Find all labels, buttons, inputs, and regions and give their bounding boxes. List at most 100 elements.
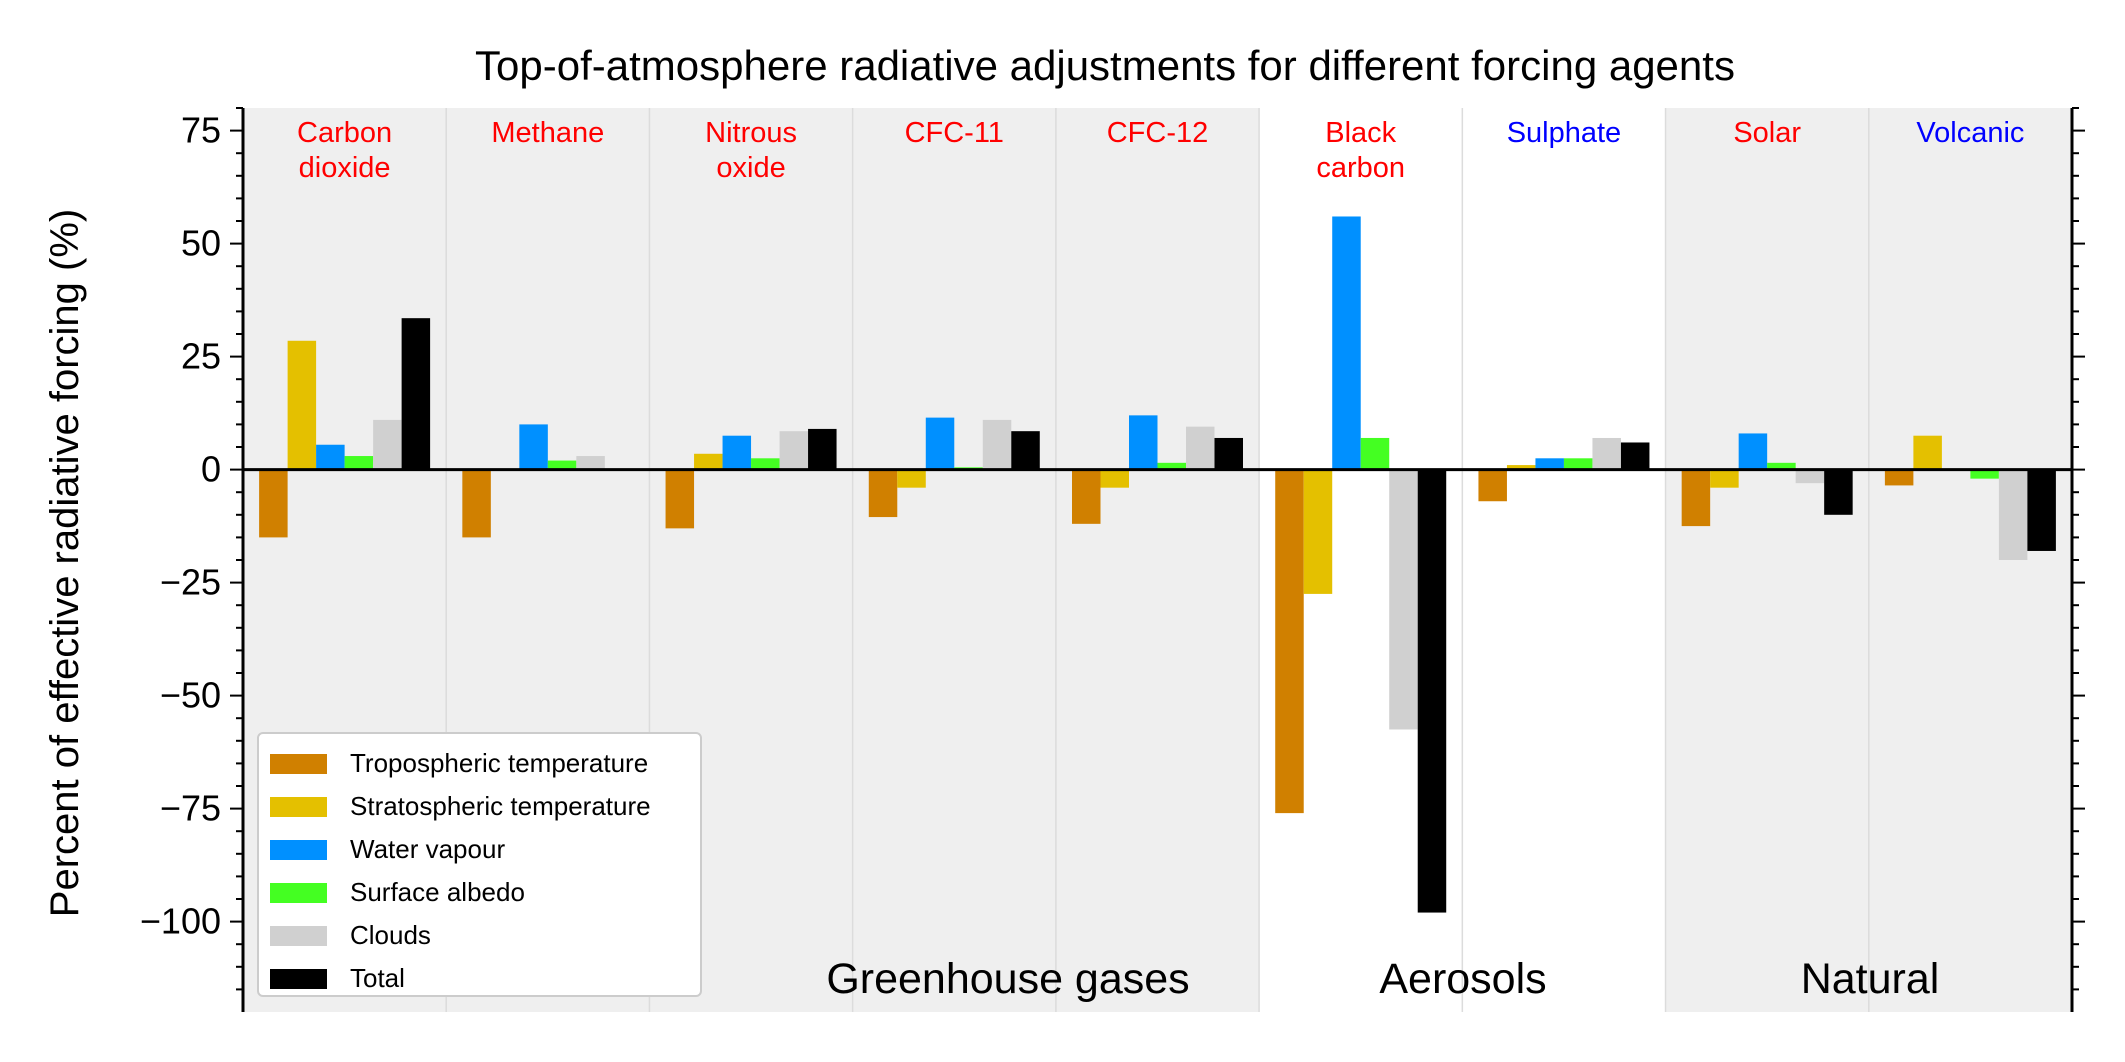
- bar-surface-albedo: [547, 460, 577, 470]
- bar-total: [1620, 442, 1650, 470]
- bar-surface-albedo: [1157, 462, 1186, 470]
- bar-surface-albedo: [1970, 469, 1999, 479]
- y-tick-label: −75: [160, 788, 221, 829]
- bar-water-vapour: [1332, 216, 1361, 470]
- bar-tropospheric-temperature: [1478, 469, 1507, 502]
- legend-entry: Tropospheric temperature: [350, 748, 648, 778]
- agent-label-line: carbon: [1316, 152, 1405, 184]
- agent-label: CFC-12: [1107, 117, 1209, 149]
- agent-label: Carbon dioxide: [297, 117, 392, 184]
- bar-water-vapour: [925, 417, 955, 470]
- bar-water-vapour: [1535, 458, 1564, 470]
- agent-label-line: oxide: [716, 152, 785, 184]
- bar-total: [1417, 469, 1447, 913]
- legend-entry: Stratospheric temperature: [350, 791, 651, 821]
- legend-swatch: [270, 883, 327, 903]
- bar-surface-albedo: [1767, 462, 1796, 470]
- bar-stratospheric-temperature: [1710, 469, 1739, 488]
- group-labels: Greenhouse gases Aerosols Natural: [826, 955, 1939, 1003]
- bar-stratospheric-temperature: [897, 469, 926, 488]
- bar-water-vapour: [722, 435, 752, 470]
- bar-tropospheric-temperature: [1884, 469, 1914, 486]
- bar-clouds: [576, 456, 605, 470]
- bar-clouds: [1186, 426, 1215, 470]
- bar-tropospheric-temperature: [259, 469, 288, 538]
- agent-label: Sulphate: [1507, 117, 1622, 149]
- legend-swatch: [270, 754, 327, 774]
- group-label: Aerosols: [1379, 955, 1546, 1003]
- bar-water-vapour: [519, 424, 548, 470]
- legend-frame: [257, 732, 702, 997]
- bar-tropospheric-temperature: [462, 469, 491, 538]
- bar-water-vapour: [316, 444, 345, 470]
- legend-entry: Water vapour: [350, 834, 505, 864]
- bar-total: [1011, 431, 1040, 470]
- bar-clouds: [982, 419, 1012, 470]
- bar-stratospheric-temperature: [1506, 465, 1536, 470]
- y-tick-label: −50: [160, 675, 221, 716]
- bars: [259, 216, 2056, 913]
- y-tick-label: 75: [181, 110, 221, 151]
- group-label: Greenhouse gases: [826, 955, 1189, 1003]
- y-tick-label: −25: [160, 562, 221, 603]
- agent-label-line: CFC-11: [905, 117, 1004, 149]
- legend-entry: Total: [350, 963, 405, 993]
- legend-swatch: [270, 969, 327, 989]
- bar-clouds: [779, 431, 809, 470]
- bar-tropospheric-temperature: [665, 469, 695, 529]
- bar-clouds: [1795, 469, 1825, 484]
- bar-total: [2027, 469, 2056, 551]
- y-tick-label: 25: [181, 336, 221, 377]
- bar-water-vapour: [1738, 433, 1768, 470]
- agent-label-line: Volcanic: [1916, 117, 2024, 149]
- bar-stratospheric-temperature: [694, 453, 723, 470]
- legend-swatch: [270, 840, 327, 860]
- agent-label: Nitrous oxide: [705, 117, 797, 184]
- y-tick-label: −100: [140, 901, 221, 942]
- bar-stratospheric-temperature: [1100, 469, 1129, 488]
- agent-label-line: Methane: [491, 117, 604, 149]
- agent-label: Black carbon: [1316, 117, 1405, 184]
- legend-swatch: [270, 926, 327, 946]
- legend: Tropospheric temperature Stratospheric te…: [257, 732, 702, 997]
- bar-total: [1824, 469, 1853, 515]
- legend-entry: Clouds: [350, 920, 431, 950]
- agent-label-line: Carbon: [297, 117, 392, 149]
- agent-label-line: Solar: [1733, 117, 1801, 149]
- bar-surface-albedo: [1563, 458, 1593, 470]
- y-tick-label: 0: [201, 449, 221, 490]
- bar-tropospheric-temperature: [1681, 469, 1711, 527]
- agent-labels: Carbon dioxide Methane Nitrous oxide CFC-11 CF…: [297, 117, 2024, 184]
- agent-label-line: Black: [1325, 117, 1396, 149]
- bar-clouds: [373, 419, 402, 470]
- bar-surface-albedo: [751, 458, 780, 470]
- bar-stratospheric-temperature: [1303, 469, 1333, 594]
- agent-label: Methane: [491, 117, 604, 149]
- bar-stratospheric-temperature: [1913, 435, 1942, 470]
- agent-label-line: Sulphate: [1507, 117, 1622, 149]
- bar-total: [1214, 437, 1243, 470]
- bar-surface-albedo: [344, 456, 374, 470]
- legend-swatch: [270, 797, 327, 817]
- bar-total: [808, 428, 837, 470]
- axes: 75 50 25 0 −25 −50 −75 −100: [140, 107, 2085, 1012]
- y-tick-label: 50: [181, 223, 221, 264]
- group-label: Natural: [1801, 955, 1940, 1003]
- bar-total: [401, 318, 431, 470]
- legend-entry: Surface albedo: [350, 877, 525, 907]
- bar-stratospheric-temperature: [287, 340, 317, 470]
- bar-surface-albedo: [1360, 437, 1390, 470]
- bar-clouds: [1998, 469, 2028, 560]
- bar-water-vapour: [1129, 415, 1158, 470]
- y-axis-label: Percent of effective radiative forcing (…: [43, 209, 87, 917]
- agent-label: CFC-11: [905, 117, 1004, 149]
- bar-tropospheric-temperature: [1275, 469, 1304, 814]
- bar-clouds: [1389, 469, 1418, 730]
- agent-label-line: Nitrous: [705, 117, 797, 149]
- agent-label: Solar: [1733, 117, 1801, 149]
- bar-tropospheric-temperature: [1072, 469, 1101, 524]
- agent-label: Volcanic: [1916, 117, 2024, 149]
- agent-label-line: CFC-12: [1107, 117, 1209, 149]
- bar-clouds: [1592, 437, 1621, 470]
